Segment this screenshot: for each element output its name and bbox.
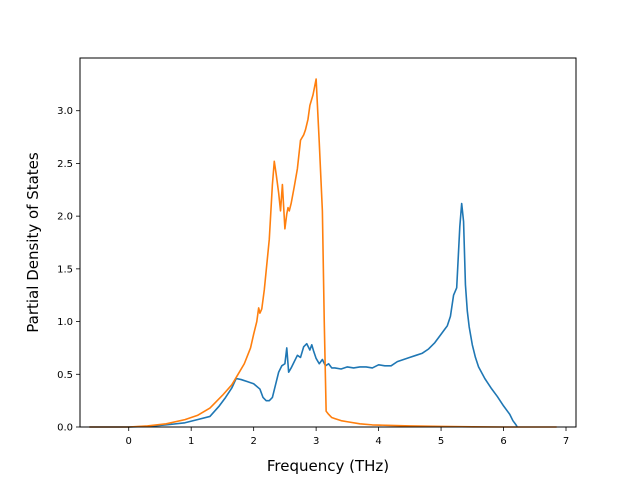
x-tick-label: 1: [188, 436, 194, 447]
y-tick-label: 1.0: [57, 317, 73, 328]
x-tick-label: 3: [313, 436, 319, 447]
x-tick-label: 4: [375, 436, 381, 447]
series-line-1: [89, 202, 518, 428]
plot-area-frame: [79, 57, 577, 428]
series-layer: [89, 78, 557, 428]
y-tick-label: 3.0: [57, 106, 73, 117]
x-tick-label: 7: [563, 436, 569, 447]
y-axis-label: Partial Density of States: [24, 152, 42, 333]
x-axis-ticks: 0 1 2 3 4 5 6 7: [126, 427, 569, 447]
y-tick-label: 2.0: [57, 212, 73, 223]
y-tick-label: 2.5: [57, 159, 73, 170]
x-tick-label: 0: [126, 436, 132, 447]
x-axis-label: Frequency (THz): [267, 457, 389, 475]
x-tick-label: 6: [500, 436, 506, 447]
y-tick-label: 0.0: [57, 423, 73, 434]
y-axis-ticks: 0.0 0.5 1.0 1.5 2.0 2.5 3.0: [57, 106, 80, 434]
y-tick-label: 0.5: [57, 370, 73, 381]
y-tick-label: 1.5: [57, 264, 73, 275]
series-line-2: [89, 78, 557, 428]
x-tick-label: 5: [438, 436, 444, 447]
x-tick-label: 2: [250, 436, 256, 447]
